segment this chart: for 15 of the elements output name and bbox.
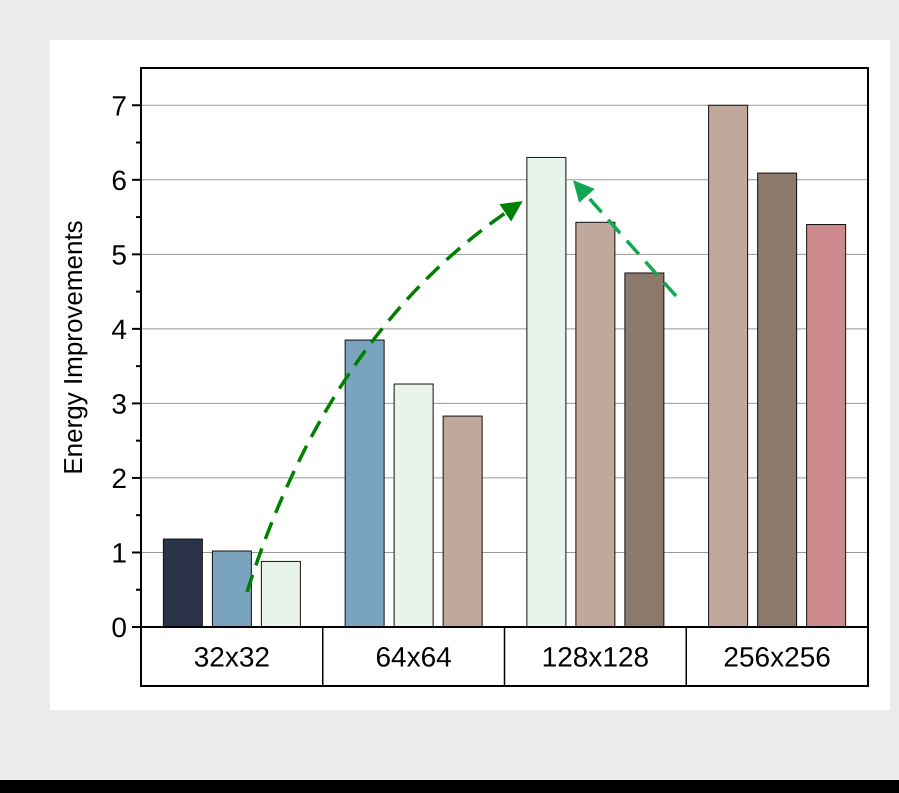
y-tick-label: 3 <box>111 388 127 420</box>
y-axis-title: Energy Improvements <box>58 220 88 475</box>
x-tick-label: 128x128 <box>542 642 650 672</box>
y-tick-label: 7 <box>111 90 127 122</box>
x-tick-label: 256x256 <box>723 642 831 672</box>
x-tick-label: 64x64 <box>375 642 452 672</box>
y-tick-label: 2 <box>111 462 127 494</box>
y-tick-label: 4 <box>111 314 127 345</box>
bar <box>162 538 203 628</box>
bar <box>806 224 846 628</box>
y-tick-label: 5 <box>111 239 127 270</box>
y-tick-label: 1 <box>111 537 127 568</box>
y-tick-label: 6 <box>111 164 127 196</box>
y-tick-label: 0 <box>111 612 127 643</box>
x-tick-label: 32x32 <box>194 642 270 672</box>
